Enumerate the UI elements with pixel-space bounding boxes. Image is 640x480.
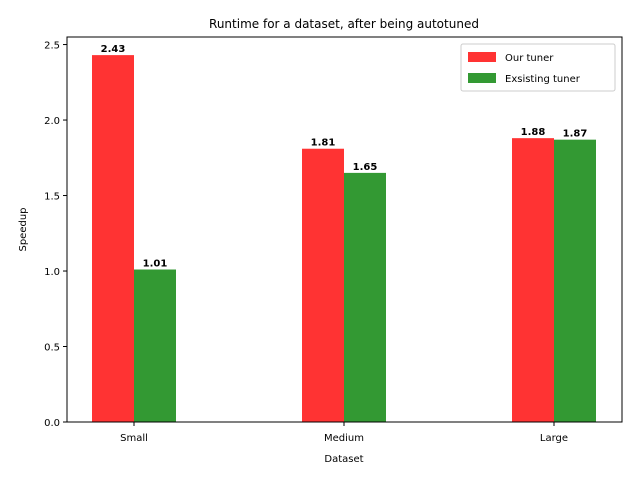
legend: Our tuner Exsisting tuner [460, 43, 616, 92]
x-tick-label: Small [120, 433, 148, 444]
bar [512, 138, 554, 422]
x-tick-label: Large [540, 433, 568, 444]
y-tick-label: 1.0 [44, 267, 60, 278]
bar [344, 172, 386, 422]
legend-swatch [468, 73, 496, 83]
y-axis-label: Speedup [18, 207, 29, 251]
chart-title: Runtime for a dataset, after being autot… [209, 17, 479, 31]
bar-value-label: 1.01 [143, 259, 168, 270]
plot-area: 0.0 0.5 1.0 1.5 2.0 2.5 Small Medium Large 2.43 1.… [44, 41, 596, 444]
legend-swatch [468, 52, 496, 62]
bar [302, 148, 344, 422]
legend-frame [460, 43, 616, 92]
y-tick-label: 2.0 [44, 116, 60, 127]
legend-entry-label: Our tuner [505, 53, 554, 64]
bar-value-label: 1.87 [563, 129, 588, 140]
bar-value-label: 2.43 [101, 44, 126, 55]
bar-value-label: 1.65 [353, 162, 378, 173]
x-tick-label: Medium [324, 433, 364, 444]
bar [134, 269, 176, 422]
bar-value-label: 1.88 [521, 127, 546, 138]
bar-value-label: 1.81 [311, 138, 336, 149]
legend-entry-label: Exsisting tuner [505, 74, 581, 85]
y-tick-label: 0.5 [44, 343, 60, 354]
plot-frame [66, 36, 623, 423]
x-axis-label: Dataset [324, 454, 363, 465]
bar [92, 55, 134, 422]
bar [554, 139, 596, 422]
y-tick-label: 2.5 [44, 41, 60, 52]
y-tick-label: 0.0 [44, 418, 60, 429]
y-tick-label: 1.5 [44, 192, 60, 203]
